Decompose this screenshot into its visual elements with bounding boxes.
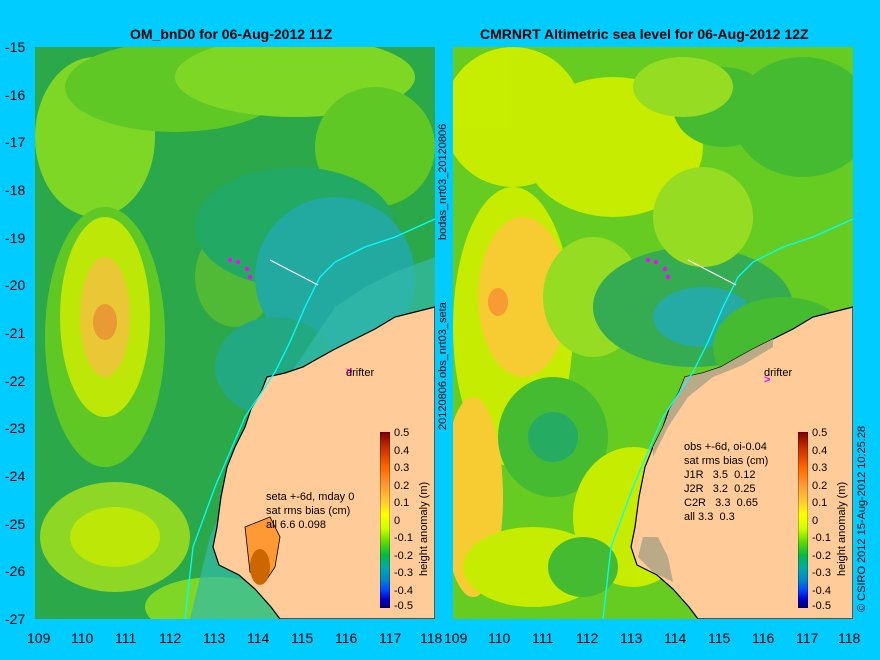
left-colorbar-tick: -0.3 (394, 567, 413, 579)
right-x-tick: 114 (664, 630, 687, 646)
right-drifter-label: drifter (764, 367, 793, 379)
left-colorbar-tick: -0.4 (394, 585, 413, 597)
left-drifter-track (227, 257, 253, 280)
left-shelf-contour (184, 218, 435, 619)
right-legend-line: sat rms bias (cm) (684, 455, 769, 467)
right-colorbar-tick: 0.2 (812, 480, 828, 492)
right-colorbar (798, 432, 808, 608)
left-x-tick: 114 (247, 630, 270, 646)
right-x-tick: 117 (796, 630, 819, 646)
left-x-tick: 118 (420, 630, 443, 646)
right-legend-line: obs +-6d, oi-0.04 (684, 441, 767, 453)
left-x-tick: 112 (159, 630, 182, 646)
left-colorbar-tick: 0 (394, 515, 401, 527)
right-colorbar-tick: -0.4 (812, 585, 831, 597)
left-colorbar (380, 432, 390, 608)
right-colorbar-tick: -0.1 (812, 532, 831, 544)
right-x-tick: 110 (488, 630, 511, 646)
left-x-tick: 117 (379, 630, 402, 646)
right-colorbar-tick: 0.5 (812, 427, 828, 439)
right-legend-line: all 3.3 0.3 (684, 511, 735, 523)
left-x-tick: 109 (27, 630, 51, 646)
right-x-tick: 118 (838, 630, 861, 646)
left-colorbar-tick: 0.5 (394, 427, 410, 439)
right-sea-level-map: > (453, 47, 853, 619)
left-y-tick: -24 (5, 468, 26, 484)
left-y-tick: -22 (5, 373, 26, 389)
left-y-tick: -21 (5, 325, 26, 341)
right-x-tick: 116 (752, 630, 775, 646)
left-drifter-label: drifter (346, 367, 375, 379)
right-colorbar-tick: 0.4 (812, 445, 828, 457)
left-colorbar-tick: 0.2 (394, 480, 410, 492)
left-drifter-arrow: > (346, 366, 352, 378)
right-x-tick: 109 (444, 630, 468, 646)
left-x-tick: 111 (115, 630, 137, 646)
left-x-tick: 115 (291, 630, 314, 646)
right-legend-line: J1R 3.5 0.12 (684, 469, 756, 481)
left-y-tick: -23 (5, 420, 26, 436)
left-map-title: OM_bnD0 for 06-Aug-2012 11Z (130, 26, 333, 42)
right-colorbar-tick: 0.1 (812, 497, 828, 509)
left-y-tick: -20 (5, 277, 26, 293)
left-colorbar-tick: -0.5 (394, 600, 413, 612)
left-colorbar-label: height anomaly (m) (418, 481, 430, 576)
right-colorbar-tick: -0.5 (812, 600, 831, 612)
right-colorbar-tick: -0.2 (812, 550, 831, 562)
left-colorbar-tick: -0.1 (394, 532, 413, 544)
right-map-title: CMRNRT Altimetric sea level for 06-Aug-2… (480, 26, 809, 42)
right-shelf-contour (602, 218, 853, 619)
left-x-tick: 113 (203, 630, 226, 646)
left-legend-line: seta +-6d, mday 0 (266, 491, 355, 503)
right-drifter-track (645, 257, 671, 280)
right-colorbar-tick: 0 (812, 515, 819, 527)
left-legend-line: all 6.6 0.098 (266, 519, 326, 531)
left-sea-level-map: > (35, 47, 435, 619)
right-colorbar-label: height anomaly (m) (836, 481, 848, 576)
left-colorbar-tick: -0.2 (394, 550, 413, 562)
left-x-tick: 110 (71, 630, 94, 646)
left-y-tick: -26 (5, 563, 26, 579)
right-drifter-arrow: > (764, 374, 770, 386)
right-x-tick: 112 (576, 630, 599, 646)
right-colorbar-tick: -0.3 (812, 567, 831, 579)
credit-text: © CSIRO 2012 15-Aug-2012 10:25:28 (856, 425, 868, 612)
right-legend-line: C2R 3.3 0.65 (684, 497, 758, 509)
middle-label-top: bodas_nrt03_20120806 (437, 123, 449, 240)
left-y-tick: -15 (5, 39, 26, 55)
left-y-tick: -18 (5, 182, 26, 198)
left-y-tick: -17 (5, 134, 26, 150)
left-y-tick: -19 (5, 230, 26, 246)
left-colorbar-tick: 0.3 (394, 462, 410, 474)
right-x-tick: 115 (708, 630, 731, 646)
right-x-tick: 113 (620, 630, 643, 646)
right-legend-line: J2R 3.2 0.25 (684, 483, 756, 495)
left-x-tick: 116 (335, 630, 358, 646)
left-colorbar-tick: 0.1 (394, 497, 410, 509)
left-y-tick: -27 (5, 611, 26, 627)
right-x-tick: 111 (532, 630, 554, 646)
left-colorbar-tick: 0.4 (394, 445, 410, 457)
middle-label-bottom: 20120806.obs_nrt03_seta (437, 302, 449, 430)
left-legend-line: sat rms bias (cm) (266, 505, 351, 517)
left-y-tick: -25 (5, 516, 26, 532)
left-y-tick: -16 (5, 87, 26, 103)
right-colorbar-tick: 0.3 (812, 462, 828, 474)
